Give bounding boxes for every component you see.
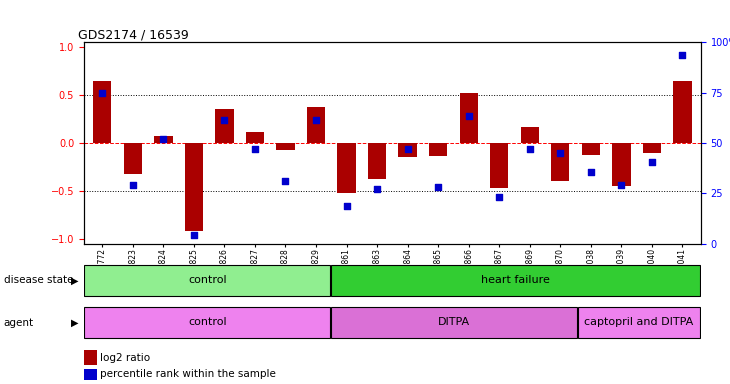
Text: disease state: disease state (4, 275, 73, 285)
Point (615, 182, 627, 189)
Bar (490, 143, 508, 188)
Point (402, 146, 413, 152)
Point (463, 113, 474, 119)
Bar (93, 81, 112, 143)
Point (127, 182, 139, 189)
Bar (331, 265, 701, 296)
Bar (582, 143, 600, 155)
Bar (185, 143, 203, 231)
Point (341, 204, 353, 210)
Point (585, 169, 596, 175)
Text: DITPA: DITPA (438, 317, 470, 327)
Point (524, 146, 536, 152)
Point (96, 90, 108, 96)
Bar (277, 143, 295, 150)
Text: captopril and DITPA: captopril and DITPA (585, 317, 694, 327)
Point (372, 186, 383, 192)
Text: control: control (188, 275, 226, 285)
Point (310, 117, 322, 123)
Bar (460, 93, 478, 143)
Bar (246, 131, 264, 143)
Bar (215, 109, 234, 143)
Point (493, 194, 505, 200)
Point (218, 117, 230, 123)
Bar (337, 143, 356, 193)
Text: agent: agent (4, 318, 34, 328)
Bar (673, 81, 691, 143)
Bar (154, 136, 172, 143)
Bar (429, 143, 447, 156)
Point (188, 232, 200, 238)
Bar (368, 143, 386, 179)
Point (646, 159, 658, 166)
Bar (84, 307, 331, 338)
Text: log2 ratio: log2 ratio (100, 353, 150, 363)
Text: percentile rank within the sample: percentile rank within the sample (100, 369, 276, 379)
Bar (399, 143, 417, 157)
Bar (331, 307, 577, 338)
Text: control: control (188, 317, 226, 327)
Text: heart failure: heart failure (481, 275, 550, 285)
Point (249, 146, 261, 152)
Text: GDS2174 / 16539: GDS2174 / 16539 (78, 28, 188, 41)
Bar (84, 265, 331, 296)
Point (677, 52, 688, 58)
Bar (551, 143, 569, 182)
Bar (123, 143, 142, 174)
Point (555, 150, 566, 156)
Point (280, 179, 291, 185)
Bar (520, 127, 539, 143)
Bar (612, 143, 631, 186)
Point (158, 136, 169, 142)
Bar (643, 143, 661, 153)
Bar (307, 107, 325, 143)
Bar (577, 307, 701, 338)
Text: ▶: ▶ (72, 318, 79, 328)
Point (432, 184, 444, 190)
Text: ▶: ▶ (72, 275, 79, 285)
